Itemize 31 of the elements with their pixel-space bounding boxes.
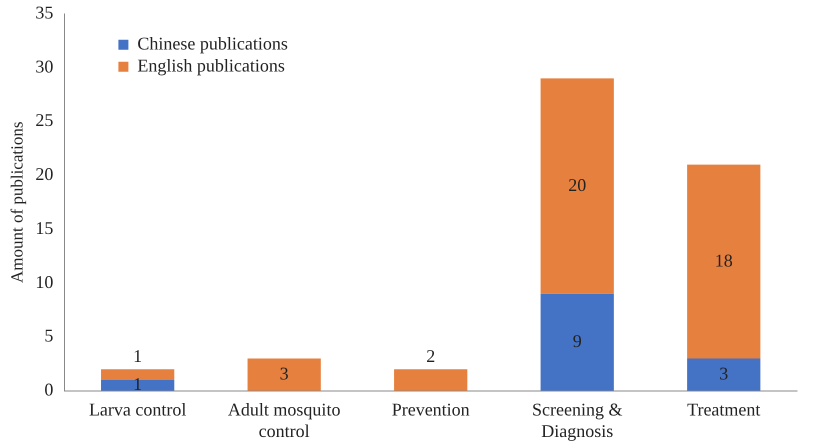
data-label: 1 — [133, 346, 142, 366]
y-axis-title: Amount of publications — [8, 122, 27, 284]
x-tick-label: Adult mosquito control — [228, 399, 340, 441]
bar — [540, 294, 614, 391]
bar — [687, 164, 760, 358]
y-tick-label: 5 — [44, 326, 54, 346]
bar — [101, 380, 174, 391]
legend-label: Chinese publications — [137, 34, 288, 54]
y-tick-label: 25 — [35, 110, 54, 130]
data-label: 2 — [426, 346, 436, 366]
legend-label: English publications — [137, 56, 285, 76]
bar — [540, 78, 614, 294]
data-label: 1 — [133, 374, 142, 394]
data-label: 20 — [568, 174, 586, 195]
y-tick-label: 20 — [35, 164, 54, 184]
x-tick-label: Prevention — [392, 399, 470, 420]
y-tick-label: 15 — [35, 218, 54, 238]
y-tick-label: 30 — [35, 56, 54, 76]
data-label: 18 — [714, 250, 733, 270]
bar — [394, 369, 468, 391]
y-tick-label: 10 — [35, 272, 54, 292]
y-tick-label: 35 — [35, 2, 54, 23]
x-tick-label: Screening & Diagnosis — [532, 399, 622, 441]
bar — [248, 358, 321, 391]
x-tick-label: Treatment — [687, 399, 760, 420]
data-label: 9 — [572, 331, 582, 352]
data-label: 3 — [719, 363, 728, 384]
data-label: 3 — [280, 363, 289, 384]
x-tick-label: Larva control — [88, 399, 186, 420]
bar — [687, 358, 760, 391]
y-tick-label: 0 — [44, 380, 54, 400]
